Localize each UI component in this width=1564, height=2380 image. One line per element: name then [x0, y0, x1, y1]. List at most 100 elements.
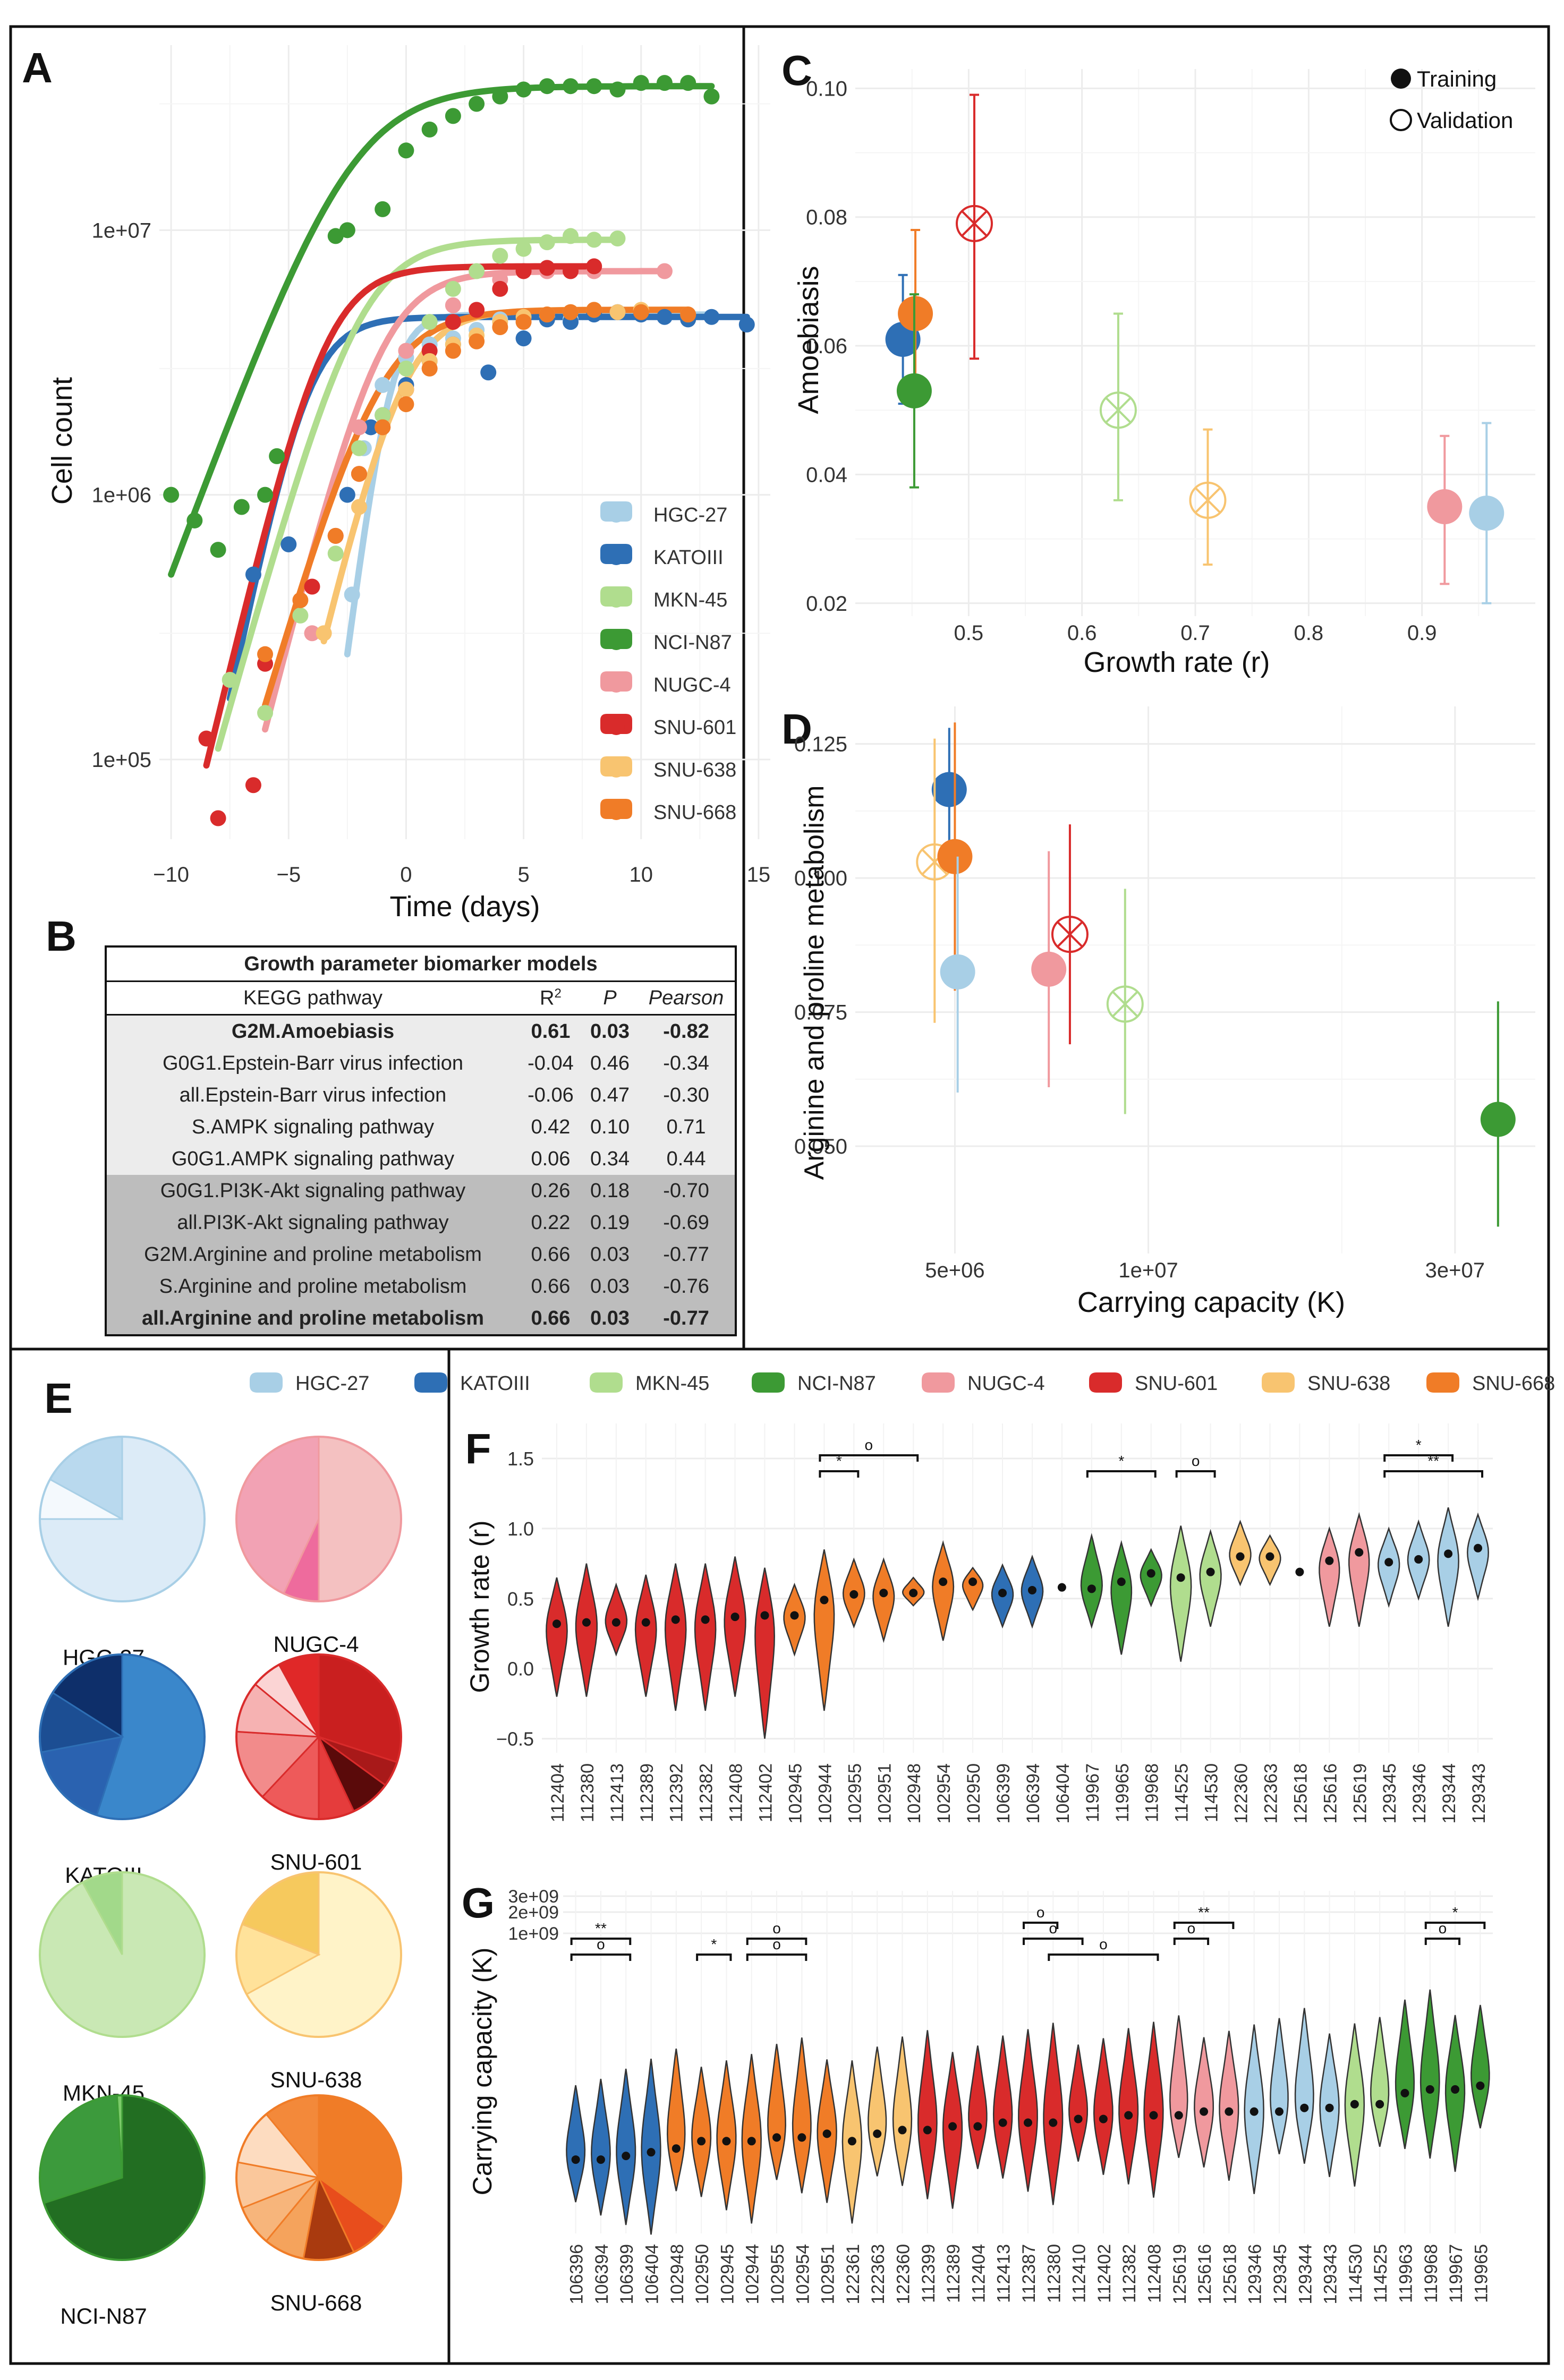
legend-label: NCI-N87 [797, 1372, 876, 1395]
data-point-MKN-45 [469, 263, 485, 279]
x-tick-label: 0.5 [954, 621, 984, 645]
x-tick-label: 122363 [868, 2244, 888, 2304]
pie-slice-NUGC-4 [318, 1436, 402, 1602]
data-point-SNU-601 [539, 260, 555, 276]
x-tick-label: 102944 [815, 1763, 835, 1823]
violin-median-112404 [973, 2122, 982, 2131]
violin-median-122363 [873, 2129, 882, 2138]
x-tick-label: 112382 [696, 1763, 717, 1822]
violin-median-106404 [647, 2148, 656, 2157]
violin-119965 [1470, 2004, 1490, 2129]
y-tick-label: 0.06 [806, 335, 847, 358]
legend-dot-SNU-601 [608, 718, 625, 735]
y-axis-title: Growth rate (r) [465, 1520, 495, 1693]
violin-112413 [992, 2035, 1013, 2179]
violin-112399 [917, 2030, 938, 2199]
violin-median-129344 [1444, 1549, 1453, 1558]
legend-label: HGC-27 [653, 504, 727, 526]
data-point-SNU-668 [680, 306, 696, 323]
legend-dot-NUGC-4 [930, 1375, 946, 1391]
panel-e-pies: HGC-27 NUGC-4 KATOIII SNU-601 MKN-45 SNU-638 N… [39, 1372, 1555, 2328]
violin-median-102954 [939, 1577, 948, 1586]
significance-bracket [1023, 1938, 1084, 1945]
validation-point-MKN-45 [1099, 391, 1137, 429]
table-caption: Growth parameter biomarker models [106, 946, 736, 982]
x-tick-label: 122360 [894, 2244, 914, 2304]
data-point-NCI-N87 [257, 487, 274, 503]
violin-112402 [754, 1567, 775, 1739]
legend-dot-HGC-27 [258, 1375, 274, 1391]
x-tick-label: 129344 [1439, 1763, 1459, 1823]
violin-112389 [634, 1574, 657, 1697]
violin-129345 [1270, 2018, 1289, 2154]
violin-median-112402 [760, 1611, 769, 1620]
violin-106396 [566, 2085, 586, 2203]
x-tick-label: 102945 [717, 2244, 737, 2304]
validation-cross-SNU-601 [1057, 921, 1083, 948]
x-tick-label: 0 [400, 863, 412, 886]
data-point-MKN-45 [351, 440, 367, 456]
data-point-KATOIII [280, 536, 297, 552]
violin-median-112389 [641, 1618, 650, 1627]
violin-129344 [1294, 2008, 1314, 2164]
pie-label-SNU-638: SNU-638 [270, 2067, 362, 2092]
pie-label-SNU-601: SNU-601 [270, 1849, 362, 1874]
significance-bracket [1173, 1922, 1235, 1929]
x-tick-label: 102948 [667, 2244, 687, 2304]
x-tick-label: 112404 [968, 2244, 989, 2303]
data-point-SNU-601 [563, 263, 579, 279]
legend-label: SNU-638 [1307, 1372, 1390, 1395]
x-tick-label: 122361 [843, 2244, 863, 2304]
violin-112410 [1068, 2044, 1089, 2162]
significance-bracket [746, 1938, 808, 1945]
x-tick-label: 112413 [994, 2244, 1014, 2303]
violin-median-129343 [1474, 1543, 1483, 1552]
violin-median-112392 [671, 1615, 680, 1624]
data-point-NCI-N87 [586, 78, 602, 95]
validation-cross-SNU-638 [1195, 487, 1221, 514]
y-tick-label: 1e+05 [92, 748, 151, 772]
panel-g-plot: 106396 106394 106399 106404 102948 102950 1029… [468, 1887, 1493, 2304]
x-tick-label: 112389 [944, 2244, 964, 2303]
violin-median-102950 [968, 1577, 978, 1586]
data-point-HGC-27 [344, 586, 360, 603]
y-tick-label: 0.050 [794, 1135, 847, 1158]
training-point-NUGC-4 [1427, 489, 1463, 524]
violin-median-112408 [730, 1613, 740, 1622]
violin-median-102951 [822, 2129, 831, 2138]
x-tick-label: 119968 [1421, 2244, 1441, 2303]
x-tick-label: 112399 [919, 2244, 939, 2303]
significance-bracket [1383, 1454, 1454, 1462]
table-row: S.Arginine and proline metabolism 0.66 0.0… [106, 1270, 736, 1302]
data-point-SNU-638 [398, 381, 414, 398]
violin-median-106394 [596, 2155, 605, 2164]
violin-112408 [724, 1556, 746, 1697]
violin-median-112389 [948, 2122, 957, 2131]
violin-median-106399 [622, 2152, 631, 2161]
training-point-NCI-N87 [1480, 1102, 1516, 1137]
y-tick-label: 0.100 [794, 867, 847, 890]
significance-bracket-label: o [1439, 1920, 1447, 1937]
table-row: all.Arginine and proline metabolism 0.66 0… [106, 1302, 736, 1335]
data-point-NCI-N87 [398, 142, 414, 159]
violin-median-102944 [820, 1596, 829, 1605]
data-point-NCI-N87 [327, 228, 344, 244]
violin-median-129346 [1250, 2107, 1259, 2116]
y-axis-title: Arginine and proline metabolism [799, 786, 830, 1180]
data-point-SNU-668 [421, 360, 438, 377]
training-point-HGC-27 [1469, 496, 1504, 531]
x-tick-label: 106404 [642, 2244, 662, 2304]
y-tick-label: 0.125 [794, 733, 847, 756]
data-point-NCI-N87 [469, 96, 485, 112]
legend-label: SNU-601 [1135, 1372, 1218, 1395]
legend-dot-SNU-638 [608, 761, 625, 778]
legend-dot-NCI-N87 [608, 633, 625, 650]
violin-median-122360 [1236, 1552, 1245, 1561]
legend-label: SNU-668 [653, 801, 736, 824]
data-point-SNU-668 [257, 646, 274, 662]
violin-median-119965 [1476, 2081, 1485, 2090]
significance-bracket [746, 1954, 808, 1961]
panel-c-plot: 0.5 0.6 0.7 0.8 0.9 0.02 0.04 0.06 0.08 0.10 Growt… [793, 66, 1535, 678]
x-tick-label: 102950 [964, 1763, 984, 1823]
violin-median-102948 [672, 2144, 681, 2153]
